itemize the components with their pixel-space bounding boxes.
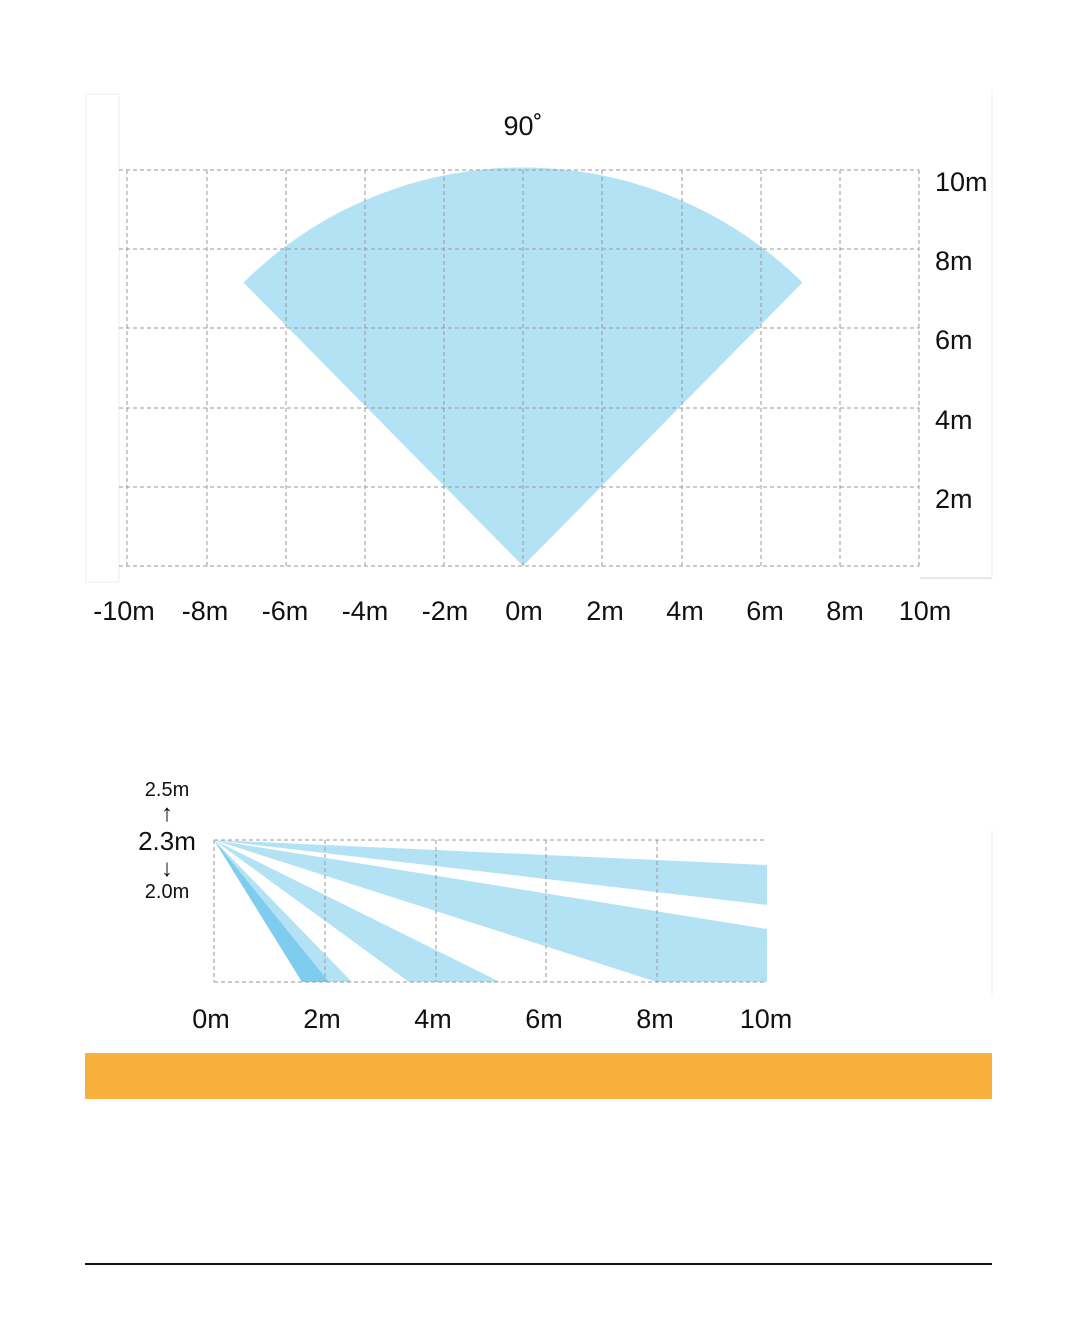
side-grid <box>213 839 767 983</box>
x-label-8m: 8m <box>826 596 864 626</box>
footer-rule <box>85 1263 992 1265</box>
y-label-6m: 6m <box>935 325 973 355</box>
side-x-label-6m: 6m <box>525 1004 563 1034</box>
y-label-2m: 2m <box>935 484 973 514</box>
angle-label: 90˚ <box>503 111 543 141</box>
x-label-4m: 4m <box>666 596 704 626</box>
top-grid <box>119 169 920 567</box>
y-label-10m: 10m <box>935 167 988 197</box>
x-label-neg2m: -2m <box>421 596 469 626</box>
left-frame <box>85 93 120 583</box>
x-label-0m: 0m <box>505 596 543 626</box>
side-x-label-0m: 0m <box>192 1004 230 1034</box>
x-label-neg10m: -10m <box>93 596 155 626</box>
side-detection-beams <box>214 840 767 982</box>
y-label-8m: 8m <box>935 246 973 276</box>
x-label-6m: 6m <box>746 596 784 626</box>
height-min-label: 2.0m <box>144 881 190 903</box>
beam-far-lower <box>214 840 767 982</box>
side-view-graphic <box>213 830 993 995</box>
x-label-neg6m: -6m <box>261 596 309 626</box>
side-x-label-2m: 2m <box>303 1004 341 1034</box>
x-label-10m: 10m <box>898 596 952 626</box>
height-nominal-label: 2.3m <box>138 826 196 856</box>
side-x-label-8m: 8m <box>636 1004 674 1034</box>
beam-near-light <box>214 840 352 982</box>
side-x-label-4m: 4m <box>414 1004 452 1034</box>
arrow-down-icon: ↓ <box>161 855 173 882</box>
beam-near-dark <box>214 840 329 982</box>
accent-band <box>85 1053 992 1099</box>
side-x-label-10m: 10m <box>739 1004 793 1034</box>
x-label-neg4m: -4m <box>341 596 389 626</box>
top-view-graphic <box>85 90 993 583</box>
beam-far-upper <box>214 840 767 905</box>
y-label-4m: 4m <box>935 405 973 435</box>
x-label-2m: 2m <box>586 596 624 626</box>
arrow-up-icon: ↑ <box>161 800 173 827</box>
x-label-neg8m: -8m <box>181 596 229 626</box>
beam-mid <box>214 840 500 982</box>
height-max-label: 2.5m <box>144 779 190 801</box>
